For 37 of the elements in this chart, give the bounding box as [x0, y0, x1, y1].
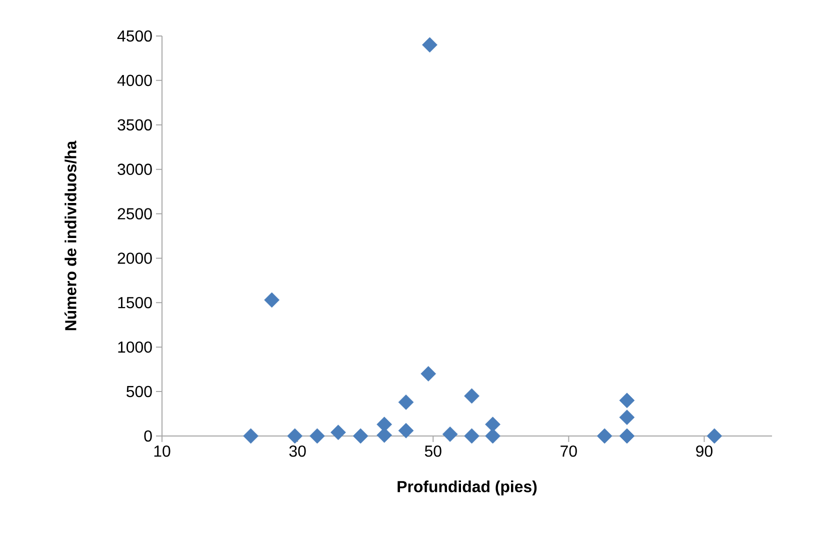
y-tick-label: 1000 [118, 341, 152, 353]
point [352, 428, 368, 444]
point [330, 424, 346, 440]
y-tick-label: 3500 [118, 119, 152, 131]
y-axis-title: Número de individuos/ha [64, 140, 77, 330]
y-tick-label: 2000 [118, 252, 152, 264]
point [310, 428, 325, 444]
y-tick-label: 4000 [117, 74, 152, 86]
point [243, 428, 258, 444]
x-tick-label: 70 [560, 446, 577, 457]
point [706, 428, 722, 444]
y-tick-label: 3000 [118, 164, 152, 175]
point [619, 392, 635, 408]
point [398, 422, 414, 438]
y-tick-label: 2500 [118, 208, 152, 220]
y-tick-label: 4500 [117, 30, 152, 42]
point [464, 428, 480, 444]
point [619, 410, 635, 426]
x-tick-label: 10 [154, 446, 170, 457]
y-tick-label: 1500 [118, 297, 152, 308]
point [596, 428, 612, 444]
x-tick-label: 50 [424, 446, 442, 457]
point [264, 292, 280, 308]
x-axis-title: Profundidad (pies) [398, 480, 537, 496]
point [420, 366, 436, 382]
point [485, 428, 500, 444]
point [619, 428, 635, 444]
point [485, 416, 500, 432]
point [442, 426, 458, 442]
point [464, 388, 480, 404]
y-tick-label: 0 [144, 430, 152, 442]
x-tick-label: 90 [696, 446, 712, 457]
y-tick-label: 500 [126, 386, 152, 398]
x-tick-label: 30 [289, 446, 306, 457]
point [287, 428, 303, 444]
point [422, 37, 438, 53]
point [398, 394, 414, 410]
